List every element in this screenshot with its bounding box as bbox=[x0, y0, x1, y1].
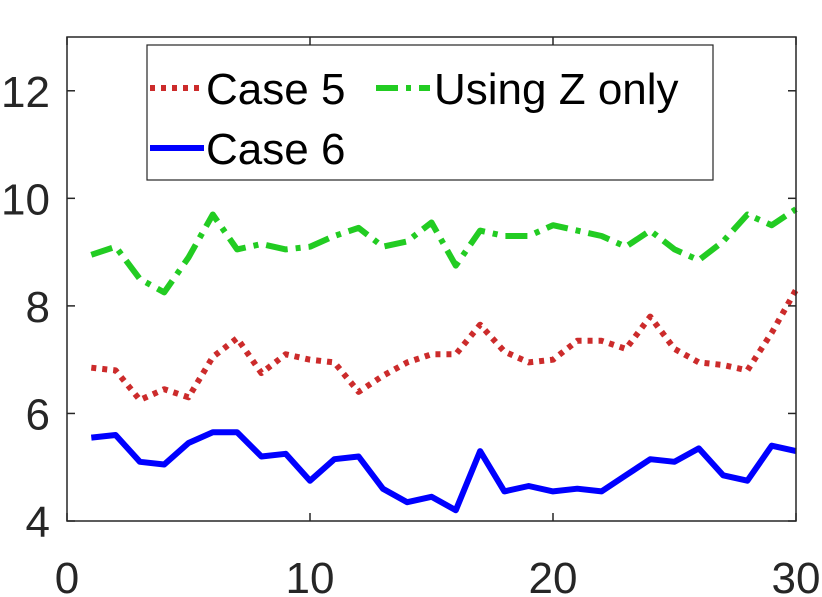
legend-label-using-z-only: Using Z only bbox=[434, 65, 679, 114]
legend-label-case-5: Case 5 bbox=[206, 65, 345, 114]
legend-label-case-6: Case 6 bbox=[206, 125, 345, 174]
y-tick-label: 12 bbox=[1, 68, 50, 117]
y-tick-label: 4 bbox=[26, 498, 50, 547]
legend-box bbox=[146, 44, 714, 181]
ticks-layer: 0 10 20 30 4 6 8 10 12 bbox=[1, 37, 820, 597]
series-layer bbox=[90, 206, 799, 514]
y-tick-label: 10 bbox=[1, 175, 50, 224]
axes-frame bbox=[66, 36, 797, 522]
legend: Case 5 Using Z only Case 6 bbox=[146, 44, 714, 181]
x-tick-label: 20 bbox=[529, 554, 578, 597]
series-line-case-5 bbox=[90, 288, 799, 403]
y-tick-label: 6 bbox=[26, 390, 50, 439]
x-tick-label: 0 bbox=[55, 554, 79, 597]
y-tick-label: 8 bbox=[26, 283, 50, 332]
series-line-case-6 bbox=[90, 429, 797, 514]
x-tick-label: 10 bbox=[286, 554, 335, 597]
x-tick-label: 30 bbox=[772, 554, 821, 597]
series-line-using-z-only bbox=[90, 206, 798, 296]
